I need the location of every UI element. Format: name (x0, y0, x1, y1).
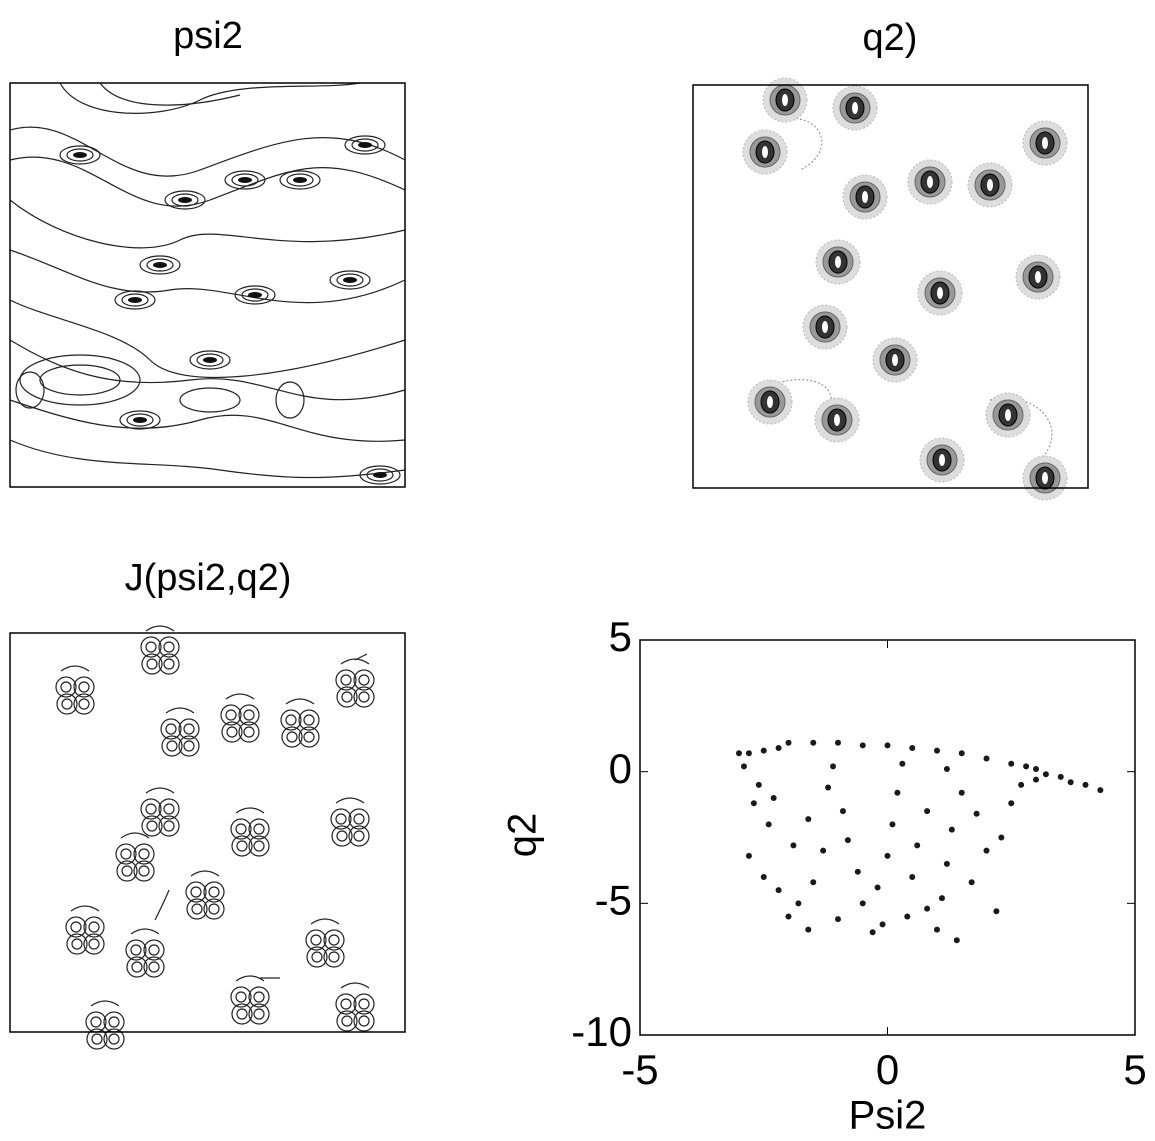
point (820, 847, 827, 854)
point (835, 739, 841, 746)
point (1018, 781, 1025, 788)
y-axis-label: q2 (501, 813, 545, 858)
point (934, 926, 940, 933)
x-tick-label: 5 (1123, 1046, 1146, 1093)
y-tick-label: -10 (571, 1008, 632, 1055)
point (810, 879, 817, 886)
point (755, 781, 762, 788)
y-tick-label: 5 (609, 613, 632, 660)
point (736, 750, 742, 757)
point (765, 821, 772, 828)
point (745, 852, 752, 859)
point (1008, 760, 1015, 767)
point (894, 789, 901, 796)
point (889, 821, 896, 828)
point (869, 929, 876, 936)
panel-frame (9, 82, 406, 488)
panel-frame (9, 632, 406, 1033)
panel-title: q2) (863, 17, 918, 59)
point (1057, 773, 1064, 780)
point (1008, 800, 1015, 807)
point (943, 766, 950, 773)
point (760, 747, 767, 754)
point (1097, 787, 1104, 794)
point (1067, 779, 1074, 786)
point (839, 808, 846, 815)
point (958, 750, 965, 757)
point (909, 744, 916, 751)
plot-frame (639, 639, 1136, 1036)
point (884, 742, 891, 749)
point (1082, 781, 1089, 788)
point (745, 750, 752, 757)
point (924, 905, 931, 912)
point (934, 747, 940, 754)
point (844, 837, 851, 844)
point (785, 913, 792, 920)
point (830, 763, 837, 770)
point (998, 834, 1005, 841)
point (1033, 766, 1039, 773)
point (1042, 771, 1049, 778)
point (914, 842, 921, 849)
point (879, 921, 886, 928)
contour-field (9, 82, 406, 485)
point (1033, 776, 1039, 783)
point (958, 789, 965, 796)
point (795, 900, 802, 907)
x-axis-label: Psi2 (849, 1094, 927, 1138)
y-tick-label: 0 (609, 745, 632, 792)
point (968, 879, 975, 886)
point (760, 874, 767, 880)
x-tick-label: 0 (876, 1046, 899, 1093)
point (899, 760, 906, 767)
x-tick-label: -5 (621, 1046, 658, 1093)
point (775, 744, 782, 751)
point (790, 842, 797, 849)
point (775, 887, 782, 894)
contour-field (742, 77, 1068, 501)
point (854, 868, 861, 875)
point (770, 795, 777, 801)
point (884, 852, 891, 859)
point (810, 739, 817, 746)
point (859, 742, 866, 749)
point (983, 847, 990, 854)
contour-field (55, 625, 375, 1050)
y-tick-label: -5 (595, 876, 632, 923)
point (973, 810, 980, 817)
point (938, 895, 945, 902)
panel-frame (692, 84, 1089, 489)
point (993, 908, 1000, 915)
point (835, 916, 841, 923)
point (740, 763, 747, 770)
point (785, 739, 792, 746)
point (805, 816, 812, 823)
point (943, 860, 950, 867)
panel-title: psi2 (173, 15, 243, 57)
point (909, 874, 916, 880)
point (859, 900, 866, 907)
point (948, 826, 955, 833)
point (953, 937, 960, 944)
point (805, 926, 812, 933)
point (874, 884, 881, 891)
point (825, 784, 832, 791)
point (904, 913, 911, 920)
point (924, 808, 931, 815)
point (1023, 763, 1030, 770)
point (750, 800, 757, 807)
panel-title: J(psi2,q2) (125, 557, 292, 599)
point (983, 755, 990, 762)
